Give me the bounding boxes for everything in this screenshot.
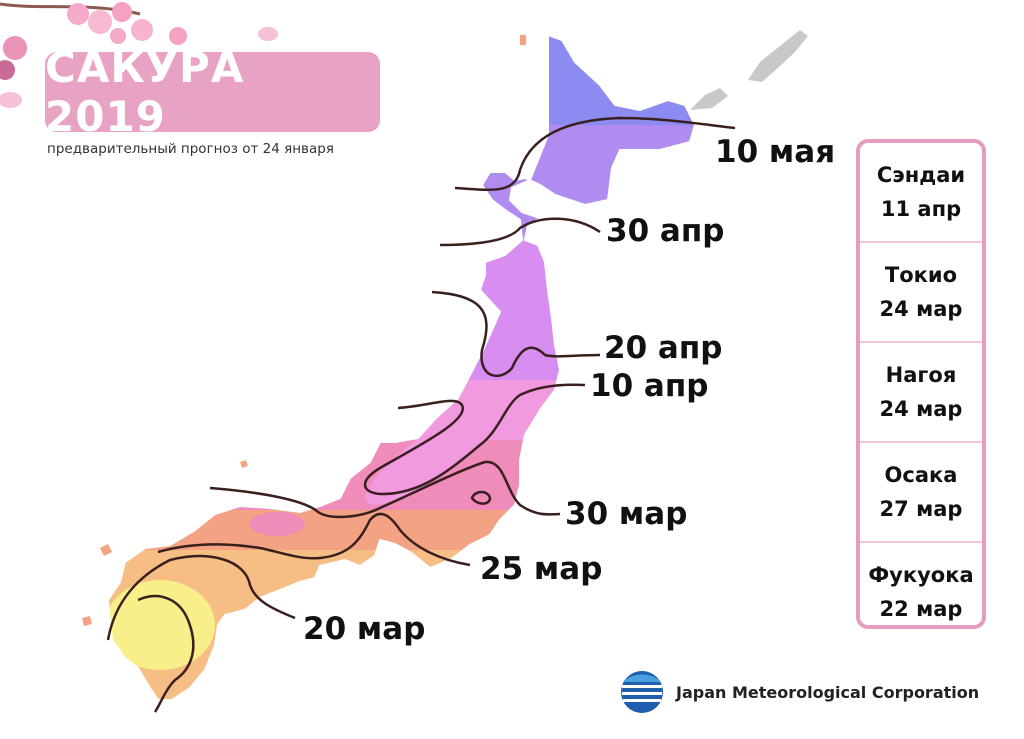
city-item-sendai: Сэндаи 11 апр: [860, 143, 982, 243]
isoline-label-10-apr: 10 апр: [590, 368, 709, 404]
kuril-islands: [690, 30, 808, 110]
isoline-label-20-mar: 20 мар: [303, 611, 426, 647]
city-date: 11 апр: [880, 197, 962, 221]
city-item-tokyo: Токио 24 мар: [860, 243, 982, 343]
isoline-tokyo-ring: [470, 490, 492, 505]
city-item-nagoya: Нагоя 24 мар: [860, 343, 982, 443]
isoline-label-25-mar: 25 мар: [480, 551, 603, 587]
isoline-10-may: [454, 116, 736, 191]
blossom-flower: [3, 36, 27, 60]
blossom-flower: [88, 10, 112, 34]
city-item-fukuoka: Фукуока 22 мар: [860, 543, 982, 641]
isoline-label-30-apr: 30 апр: [606, 213, 725, 249]
page-title: САКУРА 2019: [45, 43, 245, 141]
blossom-flower: [67, 3, 89, 25]
jmc-logo-icon: [621, 671, 663, 713]
isoline-20-mar: [106, 554, 296, 641]
isoline-label-30-mar: 30 мар: [565, 496, 688, 532]
isoline-20-mar-south: [137, 594, 195, 713]
zone-earliest: [108, 580, 215, 670]
blossom-flower: [110, 28, 126, 44]
title-badge: САКУРА 2019: [45, 43, 380, 141]
zone-highland-chugoku: [249, 512, 305, 536]
blossom-flower: [169, 27, 187, 45]
blossom-flower: [0, 60, 15, 80]
isolines: [106, 116, 736, 713]
cherry-blossom-decoration: [0, 2, 278, 108]
city-name: Сэндаи: [876, 163, 966, 187]
isoline-25-mar: [157, 512, 471, 567]
isoline-30-mar: [209, 460, 561, 519]
city-date: 24 мар: [879, 397, 963, 421]
city-date: 22 мар: [879, 597, 963, 621]
blossom-flower: [112, 2, 132, 22]
isoline-10-apr: [363, 383, 586, 496]
blossom-flower: [131, 19, 153, 41]
petal: [258, 27, 278, 41]
isoline-label-20-apr: 20 апр: [604, 330, 723, 366]
city-date: 27 мар: [879, 497, 963, 521]
zone-20-apr: [400, 235, 695, 385]
city-name: Осака: [884, 463, 958, 487]
city-name: Нагоя: [885, 363, 957, 387]
city-item-osaka: Осака 27 мар: [860, 443, 982, 543]
isoline-label-10-may: 10 мая: [715, 134, 836, 170]
organization-name: Japan Meteorological Corporation: [676, 682, 980, 702]
city-date: 24 мар: [879, 297, 963, 321]
city-name: Фукуока: [868, 563, 974, 587]
isoline-20-apr: [431, 290, 601, 378]
city-name: Токио: [884, 263, 958, 287]
organization-credit: Japan Meteorological Corporation: [620, 670, 979, 714]
petal: [0, 92, 22, 108]
subtitle: предварительный прогноз от 24 января: [47, 141, 334, 157]
isoline-30-apr: [439, 217, 601, 247]
zone-late-highland: [365, 395, 515, 505]
city-forecast-panel: Сэндаи 11 апр Токио 24 мар Нагоя 24 мар …: [856, 139, 986, 629]
japan-outline: [106, 33, 697, 701]
